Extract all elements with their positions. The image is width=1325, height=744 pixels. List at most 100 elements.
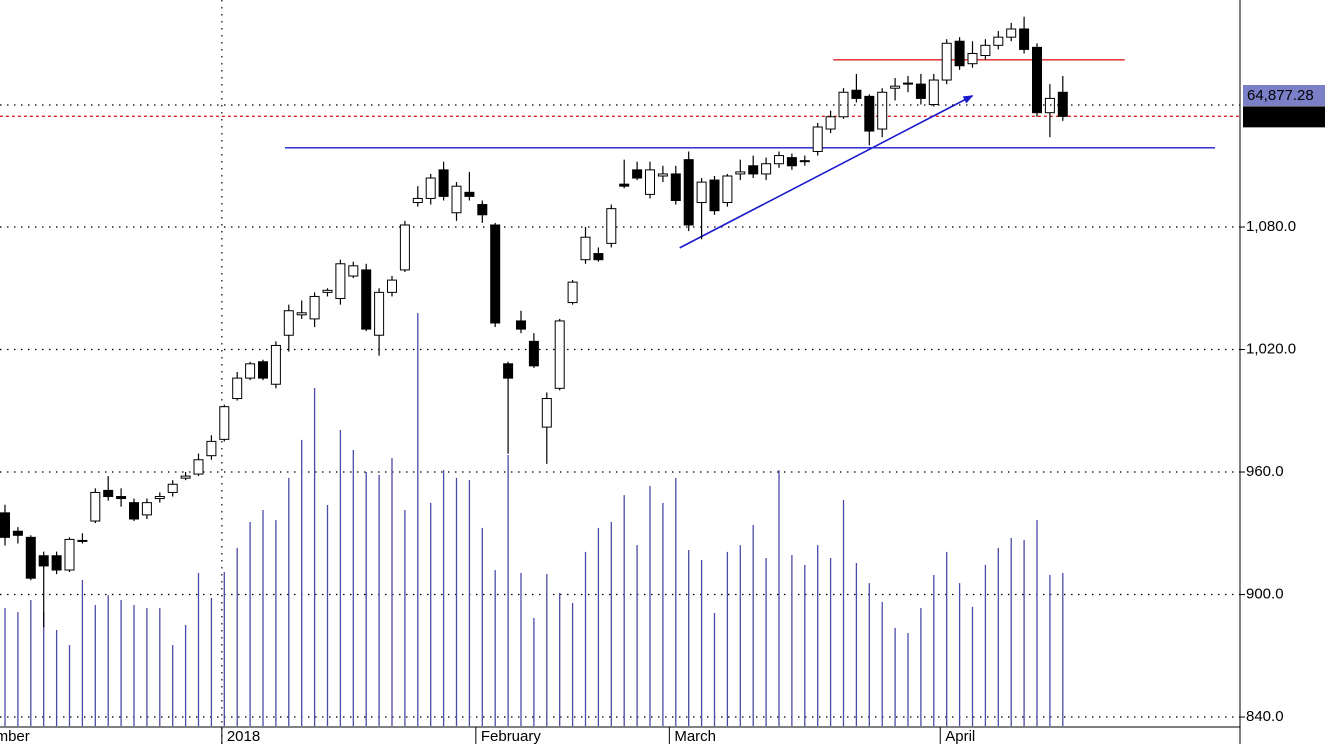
candle-body-up bbox=[309, 295, 320, 320]
candle-body-down bbox=[464, 191, 475, 197]
candle-body-down bbox=[864, 95, 875, 132]
candle-body-up bbox=[245, 363, 256, 379]
candle-body-up bbox=[322, 289, 333, 293]
x-tick-label: December bbox=[0, 728, 30, 744]
candle-body-down bbox=[528, 340, 539, 367]
candle-body-down bbox=[709, 179, 720, 212]
candle-body-up bbox=[580, 236, 591, 261]
candle-body-up bbox=[877, 91, 888, 130]
candle-body-up bbox=[941, 42, 952, 81]
candle-body-up bbox=[387, 279, 397, 293]
candle-body-up bbox=[567, 281, 578, 304]
candle-body-down bbox=[1032, 46, 1042, 114]
candle-body-up bbox=[270, 344, 281, 385]
candle-body-up bbox=[1044, 97, 1055, 114]
candle-body-up bbox=[645, 169, 655, 195]
candle-body-up bbox=[335, 263, 346, 299]
candle-body-up bbox=[374, 291, 385, 336]
candle-body-up bbox=[774, 155, 784, 165]
candle-body-up bbox=[541, 398, 552, 428]
candle-body-up bbox=[799, 160, 810, 163]
candle-body-up bbox=[399, 224, 410, 271]
candle-body-up bbox=[761, 163, 772, 175]
x-tick-label: March bbox=[674, 728, 716, 744]
volume-bars bbox=[4, 312, 1064, 726]
candles bbox=[0, 16, 1068, 628]
candle-body-up bbox=[193, 459, 204, 475]
candle-body-up bbox=[412, 197, 423, 204]
y-tick-label: 1,020.0 bbox=[1246, 340, 1296, 357]
candle-body-down bbox=[915, 83, 926, 99]
candle-body-down bbox=[1057, 91, 1068, 117]
y-tick-label: 1,080.0 bbox=[1246, 218, 1296, 235]
candle-body-down bbox=[954, 40, 965, 67]
candle-body-up bbox=[825, 116, 836, 130]
candle-body-up bbox=[167, 483, 178, 493]
last-close-label: 1,134.21 bbox=[1247, 108, 1305, 125]
candle-body-down bbox=[748, 165, 759, 175]
trend-arrow bbox=[679, 95, 974, 249]
y-tick-label: 900.0 bbox=[1246, 585, 1284, 602]
candle-body-down bbox=[12, 530, 23, 536]
candle-body-down bbox=[129, 502, 139, 520]
candle-body-up bbox=[141, 502, 152, 516]
candle-body-up bbox=[90, 491, 101, 522]
candle-body-up bbox=[154, 496, 165, 500]
candle-body-down bbox=[490, 224, 501, 324]
candle-body-down bbox=[258, 361, 268, 379]
candle-body-up bbox=[180, 475, 191, 479]
candle-body-down bbox=[25, 536, 36, 579]
candle-body-up bbox=[980, 44, 991, 57]
candle-body-down bbox=[619, 183, 630, 187]
candle-body-down bbox=[1019, 28, 1030, 50]
candle-body-down bbox=[0, 512, 10, 538]
candle-body-up bbox=[903, 82, 913, 85]
candle-body-down bbox=[683, 159, 694, 226]
candle-body-down bbox=[361, 269, 372, 330]
candle-body-up bbox=[232, 377, 243, 400]
candle-body-down bbox=[51, 555, 62, 571]
candle-body-up bbox=[219, 406, 230, 440]
candle-body-down bbox=[103, 489, 114, 498]
candle-body-down bbox=[851, 89, 862, 99]
candle-body-up bbox=[696, 181, 707, 204]
candle-body-down bbox=[632, 169, 643, 179]
last-volume-box bbox=[1243, 85, 1325, 106]
candle-body-down bbox=[438, 169, 449, 197]
candle-body-up bbox=[993, 36, 1004, 46]
candle-body-up bbox=[735, 171, 746, 175]
candle-body-up bbox=[722, 175, 733, 204]
candle-body-up bbox=[812, 126, 823, 152]
candle-body-down bbox=[503, 363, 514, 379]
candle-body-down bbox=[593, 253, 604, 261]
candle-body-down bbox=[516, 320, 526, 330]
candle-body-up bbox=[206, 440, 217, 457]
candle-body-down bbox=[116, 496, 127, 500]
candle-body-down bbox=[477, 204, 488, 216]
y-tick-label: 840.0 bbox=[1246, 708, 1284, 725]
candle-body-up bbox=[928, 79, 939, 106]
candle-body-up bbox=[425, 177, 436, 199]
candle-body-up bbox=[606, 208, 617, 244]
candle-body-up bbox=[283, 310, 294, 336]
candle-body-up bbox=[967, 52, 978, 65]
last-volume-label: 64,877.28 bbox=[1247, 87, 1314, 104]
candle-body-down bbox=[786, 157, 797, 167]
candle-body-up bbox=[890, 85, 901, 89]
candle-body-up bbox=[1006, 28, 1017, 38]
candle-body-up bbox=[657, 173, 668, 177]
last-close-box bbox=[1243, 106, 1325, 128]
y-tick-label: 960.0 bbox=[1246, 463, 1284, 480]
x-tick-label: 2018 bbox=[227, 728, 260, 744]
candle-body-up bbox=[296, 312, 307, 316]
candle-body-up bbox=[348, 265, 359, 277]
candle-body-up bbox=[64, 538, 75, 571]
candle-body-down bbox=[38, 555, 49, 567]
candle-body-up bbox=[554, 320, 565, 389]
candle-body-up bbox=[451, 185, 462, 214]
candle-body-up bbox=[77, 539, 88, 542]
candle-body-down bbox=[670, 173, 681, 201]
x-tick-label: February bbox=[481, 728, 542, 744]
x-tick-label: April bbox=[945, 728, 975, 744]
